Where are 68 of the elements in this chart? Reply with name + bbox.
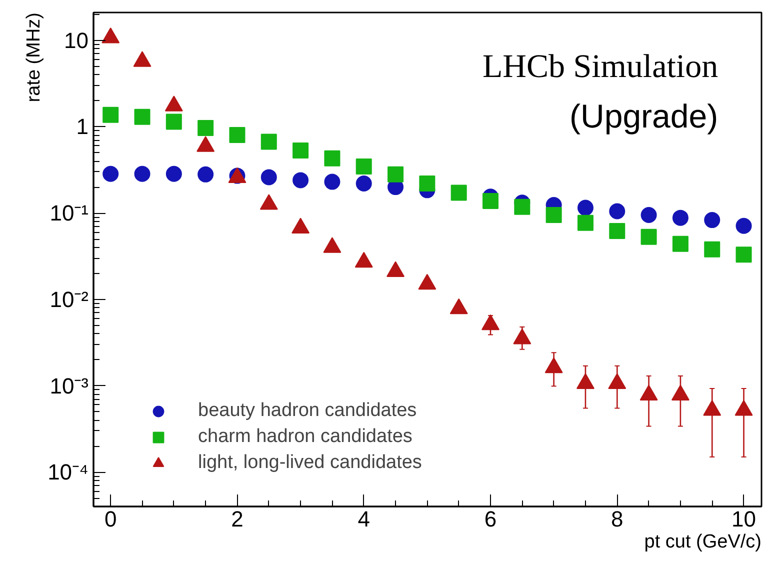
y-tick-label: 1: [76, 114, 89, 140]
point: [386, 261, 405, 277]
point: [450, 184, 467, 201]
point: [102, 106, 119, 123]
point: [260, 134, 277, 150]
point: [134, 108, 150, 125]
y-tick-label: 10⁻³: [50, 373, 88, 398]
point: [198, 120, 214, 136]
x-tick-label: 4: [358, 506, 370, 532]
point: [482, 314, 500, 330]
point: [736, 218, 752, 234]
x-tick-label: 6: [484, 506, 497, 532]
legend-label: beauty hadron candidates: [198, 399, 417, 423]
point: [546, 206, 562, 223]
point: [354, 252, 373, 268]
y-tick-label: 10⁻¹: [50, 200, 88, 226]
y-axis-title: rate (MHz): [24, 12, 44, 102]
x-tick-label: 8: [611, 506, 624, 532]
point: [514, 198, 530, 215]
point: [640, 228, 657, 245]
legend-label: light, long-lived candidates: [198, 451, 422, 475]
point: [672, 210, 688, 226]
y-tick-label: 10⁻²: [50, 286, 88, 312]
point: [608, 373, 626, 389]
point: [703, 400, 722, 416]
x-tick-label: 0: [104, 506, 117, 532]
point: [640, 206, 657, 223]
point: [134, 166, 150, 182]
point: [513, 328, 532, 344]
point: [577, 214, 594, 231]
point: [450, 298, 468, 314]
point: [419, 175, 436, 192]
point: [292, 172, 309, 188]
y-tick-label: 10: [64, 28, 89, 53]
point: [734, 400, 753, 416]
point: [198, 166, 214, 182]
point: [418, 274, 436, 290]
point: [292, 142, 309, 158]
point: [229, 127, 246, 144]
point: [577, 200, 594, 216]
point: [609, 222, 626, 239]
point: [640, 384, 658, 400]
point: [388, 166, 404, 182]
point: [576, 373, 594, 389]
x-axis-title: pt cut (GeV/c): [644, 532, 762, 552]
point: [482, 192, 498, 209]
point: [672, 236, 688, 252]
point: [324, 150, 340, 166]
point: [166, 114, 182, 130]
point: [102, 166, 119, 182]
point: [671, 384, 690, 400]
point: [544, 357, 563, 374]
point: [166, 166, 182, 182]
point: [323, 237, 342, 253]
point: [736, 246, 752, 263]
x-tick-label: 2: [231, 506, 244, 532]
point: [356, 158, 372, 174]
point: [260, 169, 277, 186]
legend-label: charm hadron candidates: [198, 425, 412, 449]
y-tick-label: 10⁻⁴: [48, 460, 89, 485]
x-tick-label: 10: [732, 506, 756, 532]
point: [609, 203, 626, 220]
point: [704, 212, 720, 228]
point: [324, 174, 340, 190]
annotation: LHCb Simulation: [482, 48, 718, 85]
point: [356, 175, 372, 192]
point: [704, 241, 720, 258]
annotation: (Upgrade): [570, 98, 718, 135]
